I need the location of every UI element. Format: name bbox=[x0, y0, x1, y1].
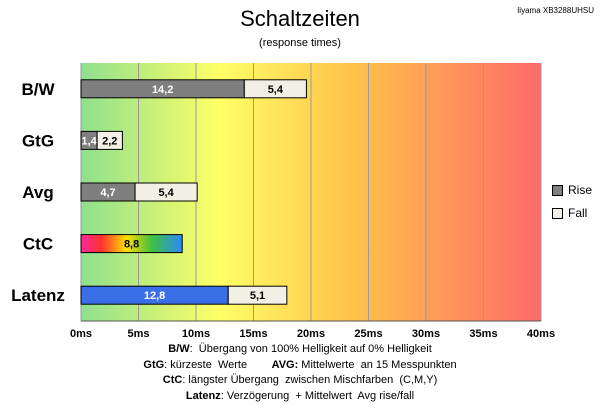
note-text: : Verzögerung + Mittelwert Avg rise/fall bbox=[220, 389, 415, 402]
note-term: GtG bbox=[143, 358, 165, 371]
legend-item-rise: Rise bbox=[552, 182, 592, 198]
legend: Rise Fall bbox=[552, 182, 592, 228]
data-label-fall: 2,2 bbox=[102, 135, 117, 147]
bar-rise bbox=[80, 234, 183, 254]
note-line: B/W: Übergang von 100% Helligkeit auf 0%… bbox=[0, 342, 600, 358]
note-term: AVG: bbox=[271, 358, 299, 371]
category-label: Avg bbox=[22, 183, 54, 202]
note-term: CtC bbox=[162, 374, 183, 386]
note-term: Latenz bbox=[185, 389, 221, 402]
x-tick-label: 0ms bbox=[70, 328, 92, 340]
response-time-chart: 14,2 5,4 1,4 2,2 4,7 5,4 8,8 12,8 5,1 B/W GtG Avg C… bbox=[11, 63, 555, 340]
data-label-rise: 12,8 bbox=[144, 290, 165, 302]
data-label-rise: 14,2 bbox=[152, 84, 173, 96]
bar-fall bbox=[243, 79, 307, 99]
x-tick-label: 5ms bbox=[127, 328, 149, 340]
x-tick-label: 40ms bbox=[527, 328, 555, 340]
note-line: CtC: längster Übergang zwischen Mischfar… bbox=[0, 373, 600, 389]
bar-fall bbox=[227, 285, 288, 305]
category-label: Latenz bbox=[11, 286, 65, 305]
note-text: : kürzeste Werte bbox=[164, 358, 272, 371]
category-label: GtG bbox=[22, 131, 54, 150]
x-tick-label: 30ms bbox=[412, 328, 440, 340]
data-label-rise: 8,8 bbox=[124, 239, 139, 251]
gridlines bbox=[80, 63, 542, 322]
data-label-fall: 5,4 bbox=[268, 84, 284, 96]
chart-subtitle: (response times) bbox=[259, 37, 341, 49]
bars: 14,2 5,4 1,4 2,2 4,7 5,4 8,8 12,8 5,1 bbox=[80, 79, 307, 305]
legend-item-fall: Fall bbox=[552, 205, 592, 221]
note-term: B/W bbox=[168, 343, 190, 355]
legend-label-fall: Fall bbox=[568, 206, 588, 220]
note-text: : längster Übergang zwischen Mischfarben… bbox=[182, 374, 438, 386]
data-label-fall: 5,4 bbox=[158, 187, 174, 199]
note-text: Mittelwerte an 15 Messpunkten bbox=[298, 358, 457, 371]
x-tick-label: 10ms bbox=[182, 328, 210, 340]
data-label-fall: 5,1 bbox=[250, 290, 265, 302]
x-tick-labels: 0ms 5ms 10ms 15ms 20ms 25ms 30ms 35ms 40ms bbox=[70, 328, 555, 340]
chart-notes: B/W: Übergang von 100% Helligkeit auf 0%… bbox=[0, 342, 600, 404]
x-tick-label: 35ms bbox=[469, 328, 497, 340]
chart-title: Schaltzeiten bbox=[240, 6, 360, 31]
legend-label-rise: Rise bbox=[568, 183, 593, 197]
data-label-rise: 1,4 bbox=[81, 135, 97, 147]
bar-fall bbox=[96, 130, 123, 150]
legend-swatch-fall bbox=[552, 207, 563, 219]
category-label: CtC bbox=[23, 235, 53, 254]
note-line: Latenz: Verzögerung + Mittelwert Avg ris… bbox=[0, 389, 600, 405]
x-tick-label: 20ms bbox=[297, 328, 325, 340]
x-tick-label: 25ms bbox=[354, 328, 382, 340]
category-labels: B/W GtG Avg CtC Latenz bbox=[11, 80, 65, 305]
note-text: : Übergang von 100% Helligkeit auf 0% He… bbox=[189, 343, 432, 355]
note-line: GtG: kürzeste Werte AVG: Mittelwerte an … bbox=[0, 358, 600, 374]
monitor-model-label: Iiyama XB3288UHSU bbox=[517, 6, 594, 15]
legend-swatch-rise bbox=[552, 184, 563, 196]
bar-fall bbox=[134, 182, 198, 202]
category-label: B/W bbox=[21, 80, 55, 99]
x-tick-label: 15ms bbox=[239, 328, 267, 340]
data-label-rise: 4,7 bbox=[100, 187, 115, 199]
